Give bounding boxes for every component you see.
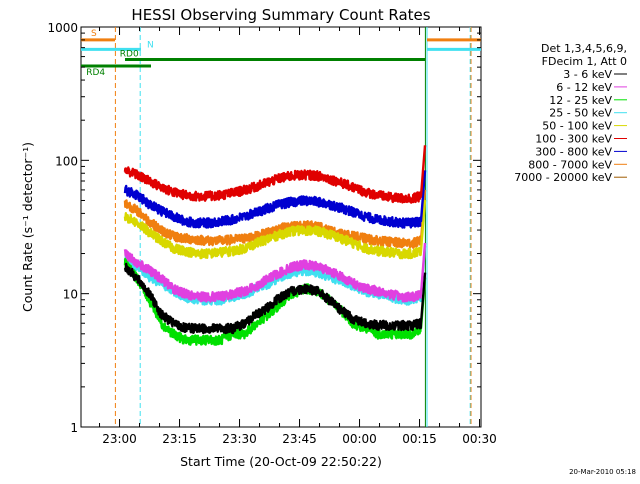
y-tick-label: 1 [70,421,78,435]
x-tick-label: 00:00 [342,432,377,446]
plot-frame [80,26,482,428]
series-12-25-kev [123,257,427,346]
flag-label-rd4: RD4 [86,68,105,78]
flag-label-s: S [91,29,97,39]
flag-label-n: N [147,40,154,50]
x-tick-label: 23:45 [282,432,317,446]
legend-entry-7000-20000-kev: 7000 - 20000 keV [514,171,612,184]
y-tick-label: 100 [55,154,78,168]
legend-entry-25-50-kev: 25 - 50 keV [549,107,612,120]
plot-timestamp: 20-Mar-2010 05:18 [569,468,636,476]
chart-title: HESSI Observing Summary Count Rates [131,6,430,24]
y-tick-label: 1000 [47,21,78,35]
flag-label-rd0: RD0 [120,50,139,60]
legend-entry-12-25-kev: 12 - 25 keV [549,94,612,107]
series-300-800-kev [123,170,427,229]
x-axis-label: Start Time (20-Oct-09 22:50:22) [180,454,382,469]
legend-header: Det 1,3,4,5,6,9, [541,42,627,55]
series-50-100-kev [123,199,427,260]
x-tick-label: 00:30 [462,432,497,446]
legend-entry-3-6-kev: 3 - 6 keV [563,68,612,81]
series-3-6-kev [123,262,427,335]
x-tick-label: 23:30 [222,432,257,446]
legend-entry-100-300-kev: 100 - 300 keV [535,133,612,146]
x-tick-label: 00:15 [402,432,437,446]
series-6-12-kev [123,242,427,303]
legend-entry-800-7000-kev: 800 - 7000 keV [528,158,612,171]
x-tick-label: 23:15 [162,432,197,446]
legend-entry-6-12-kev: 6 - 12 keV [556,81,612,94]
legend-entry-50-100-kev: 50 - 100 keV [542,120,612,133]
y-tick-label: 10 [63,288,78,302]
series-100-300-kev [123,145,427,204]
legend-entry-300-800-kev: 300 - 800 keV [535,145,612,158]
x-tick-label: 23:00 [102,432,137,446]
y-axis-label: Count Rate (s⁻¹ detector⁻¹) [20,142,35,312]
legend-header: FDecim 1, Att 0 [542,55,627,68]
